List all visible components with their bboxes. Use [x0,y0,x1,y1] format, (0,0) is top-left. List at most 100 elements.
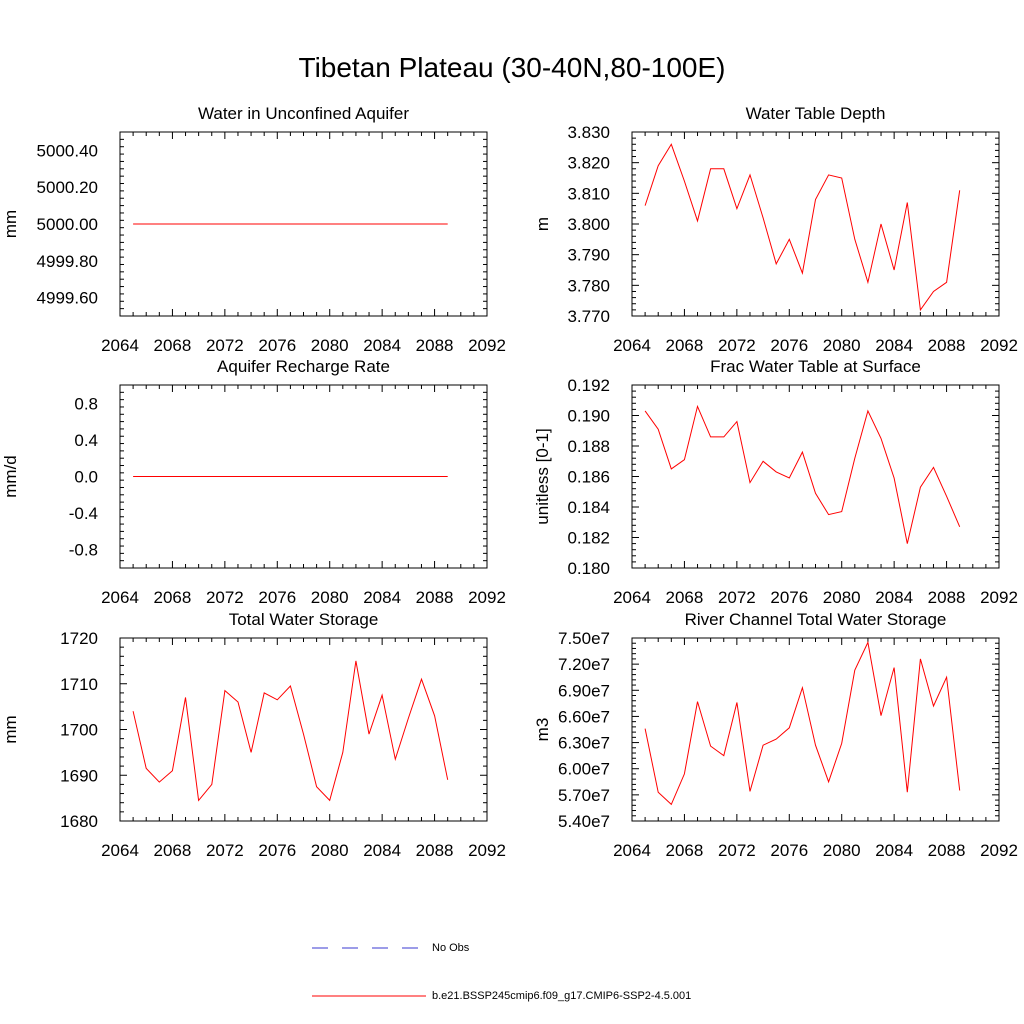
x-tick-label: 2084 [875,841,913,860]
x-tick-label: 2064 [101,588,139,607]
y-tick-label: 0.184 [567,498,610,517]
plot-frame [119,637,488,822]
y-axis-label: m [533,217,552,231]
plot-frame [631,131,1000,317]
y-tick-label: 5000.20 [37,178,98,197]
plot-frame [631,384,1000,569]
x-tick-label: 2088 [928,336,966,355]
chart-title: River Channel Total Water Storage [685,610,947,629]
y-tick-label: 3.810 [567,184,610,203]
x-tick-label: 2076 [770,336,808,355]
chart-panel-6: River Channel Total Water Storage 2064 206… [533,610,1018,860]
y-tick-label: 3.830 [567,123,610,142]
y-tick-label: 0.182 [567,529,610,548]
x-tick-label: 2064 [613,588,651,607]
chart-title: Frac Water Table at Surface [710,357,921,376]
series-line [132,660,449,802]
x-tick-label: 2080 [311,841,349,860]
y-tick-label: 1680 [60,812,98,831]
chart-title: Aquifer Recharge Rate [217,357,390,376]
legend-model-label: b.e21.BSSP245cmip6.f09_g17.CMIP6-SSP2-4.… [432,990,692,1002]
y-tick-label: 5.70e7 [558,786,610,805]
x-tick-label: 2084 [363,336,401,355]
x-tick-label: 2068 [666,841,704,860]
x-tick-label: 2092 [980,336,1018,355]
x-tick-label: 2084 [875,588,913,607]
y-tick-label: -0.8 [69,541,98,560]
x-tick-label: 2080 [311,336,349,355]
y-tick-label: -0.4 [69,504,98,523]
chart-panel-5: Total Water Storage 2064 2068 2072 2076 2080 2… [1,610,506,860]
x-tick-label: 2076 [258,588,296,607]
y-tick-label: 1710 [60,675,98,694]
y-axis-label: mm/d [1,455,20,498]
x-tick-label: 2088 [416,841,454,860]
x-tick-label: 2072 [718,336,756,355]
x-tick-label: 2068 [154,336,192,355]
y-tick-label: 6.90e7 [558,681,610,700]
legend-obs-label: No Obs [432,942,470,954]
x-tick-label: 2064 [101,336,139,355]
y-tick-label: 5000.40 [37,141,98,160]
y-axis-label: unitless [0-1] [533,428,552,524]
y-axis-label: mm [1,715,20,743]
chart-panel-1: Water in Unconfined Aquifer 2064 2068 2072 2… [1,104,506,355]
x-tick-label: 2088 [416,336,454,355]
y-tick-label: 3.770 [567,307,610,326]
y-tick-label: 7.50e7 [558,629,610,648]
series-line [644,640,961,806]
y-tick-label: 5000.00 [37,215,98,234]
x-tick-label: 2080 [823,588,861,607]
chart-panel-3: Aquifer Recharge Rate 2064 2068 2072 2076 208… [1,357,506,607]
x-tick-label: 2084 [363,588,401,607]
x-tick-label: 2068 [666,588,704,607]
x-tick-label: 2064 [613,841,651,860]
y-axis-label: mm [1,210,20,238]
x-tick-label: 2088 [928,841,966,860]
y-tick-label: 3.800 [567,215,610,234]
x-tick-label: 2068 [154,841,192,860]
y-tick-label: 6.60e7 [558,707,610,726]
chart-panel-4: Frac Water Table at Surface 2064 2068 2072 2… [533,357,1018,607]
x-tick-label: 2072 [718,841,756,860]
y-tick-label: 6.00e7 [558,760,610,779]
x-tick-label: 2092 [980,841,1018,860]
x-tick-label: 2076 [770,588,808,607]
y-tick-label: 4999.60 [37,289,98,308]
x-tick-label: 2068 [154,588,192,607]
y-tick-label: 1700 [60,721,98,740]
chart-title: Water in Unconfined Aquifer [198,104,409,123]
x-tick-label: 2084 [875,336,913,355]
x-tick-label: 2068 [666,336,704,355]
y-tick-label: 0.8 [74,394,98,413]
x-tick-label: 2076 [770,841,808,860]
x-tick-label: 2072 [206,841,244,860]
y-tick-label: 0.186 [567,468,610,487]
chart-title: Water Table Depth [746,104,886,123]
y-axis-label: m3 [533,718,552,742]
y-tick-label: 0.188 [567,437,610,456]
x-tick-label: 2088 [416,588,454,607]
y-tick-label: 7.20e7 [558,655,610,674]
x-tick-label: 2088 [928,588,966,607]
y-tick-label: 1720 [60,629,98,648]
x-tick-label: 2080 [823,336,861,355]
y-tick-label: 0.4 [74,431,98,450]
y-tick-label: 5.40e7 [558,812,610,831]
y-tick-label: 0.0 [74,468,98,487]
chart-title: Total Water Storage [229,610,379,629]
x-tick-label: 2072 [718,588,756,607]
plot-frame [631,637,1000,822]
chart-panel-2: Water Table Depth 2064 2068 2072 2076 2080 208… [533,104,1018,355]
series-line [644,404,961,544]
x-tick-label: 2064 [613,336,651,355]
x-tick-label: 2092 [468,336,506,355]
x-tick-label: 2084 [363,841,401,860]
x-tick-label: 2080 [823,841,861,860]
y-tick-label: 6.30e7 [558,734,610,753]
y-tick-label: 3.780 [567,276,610,295]
y-tick-label: 0.190 [567,407,610,426]
x-tick-label: 2092 [468,588,506,607]
x-tick-label: 2076 [258,336,296,355]
